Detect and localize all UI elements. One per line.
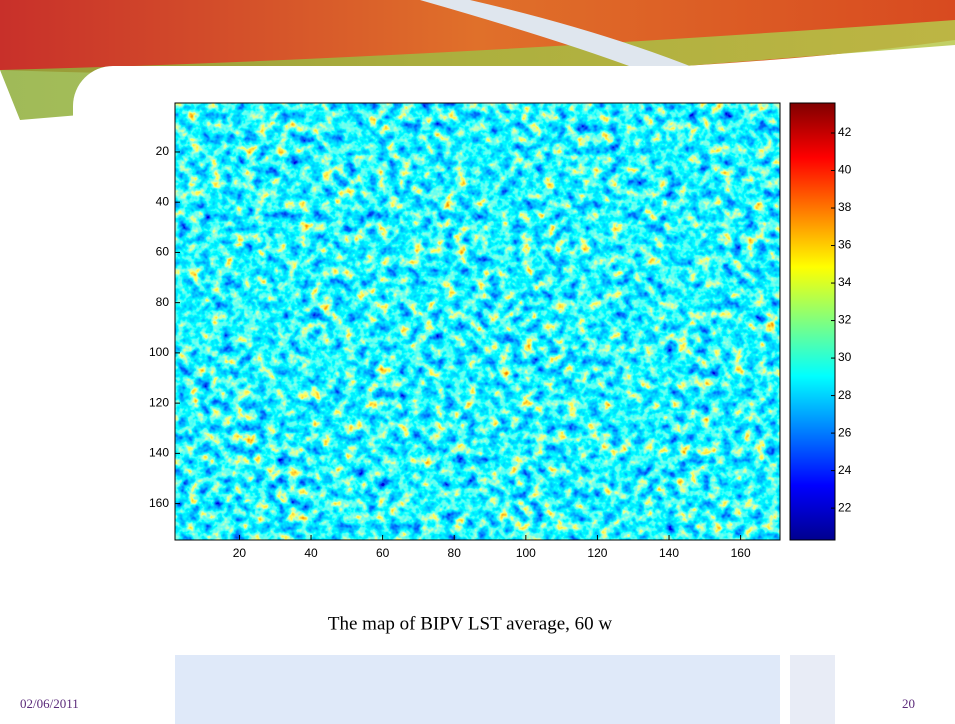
y-tick-label: 40: [156, 194, 170, 208]
y-tick-label: 60: [156, 245, 170, 259]
y-tick-label: 120: [149, 395, 169, 409]
y-tick-label: 100: [149, 345, 169, 359]
y-tick-label: 20: [156, 144, 170, 158]
x-tick-label: 80: [448, 546, 462, 560]
y-tick-label: 80: [156, 295, 170, 309]
colorbar-tick-label: 32: [838, 313, 852, 327]
x-tick-label: 160: [731, 546, 751, 560]
colorbar-tick-label: 30: [838, 350, 852, 364]
colorbar-tick-label: 28: [838, 388, 852, 402]
colorbar-tick-label: 24: [838, 463, 852, 477]
slide: The map of BIPV LST average, 60 w 02/06/…: [0, 0, 955, 724]
y-tick-label: 140: [149, 446, 169, 460]
x-tick-label: 120: [587, 546, 607, 560]
slide-canvas: The map of BIPV LST average, 60 w 02/06/…: [0, 0, 955, 724]
colorbar-tick-label: 22: [838, 500, 852, 514]
colorbar-tick-label: 40: [838, 163, 852, 177]
x-tick-label: 40: [304, 546, 318, 560]
x-tick-label: 140: [659, 546, 679, 560]
colorbar-tick-label: 26: [838, 425, 852, 439]
caption: The map of BIPV LST average, 60 w: [328, 613, 613, 634]
y-tick-label: 160: [149, 496, 169, 510]
x-tick-label: 60: [376, 546, 390, 560]
heatmap-image: [175, 103, 780, 540]
page-number: 20: [902, 696, 915, 711]
colorbar: [790, 103, 835, 540]
reflection: [175, 655, 780, 724]
reflection: [790, 655, 835, 724]
colorbar-tick-label: 42: [838, 125, 852, 139]
colorbar-tick-label: 36: [838, 238, 852, 252]
colorbar-tick-label: 38: [838, 200, 852, 214]
x-tick-label: 20: [233, 546, 247, 560]
footer-date: 02/06/2011: [20, 696, 79, 711]
colorbar-tick-label: 34: [838, 275, 852, 289]
x-tick-label: 100: [516, 546, 536, 560]
